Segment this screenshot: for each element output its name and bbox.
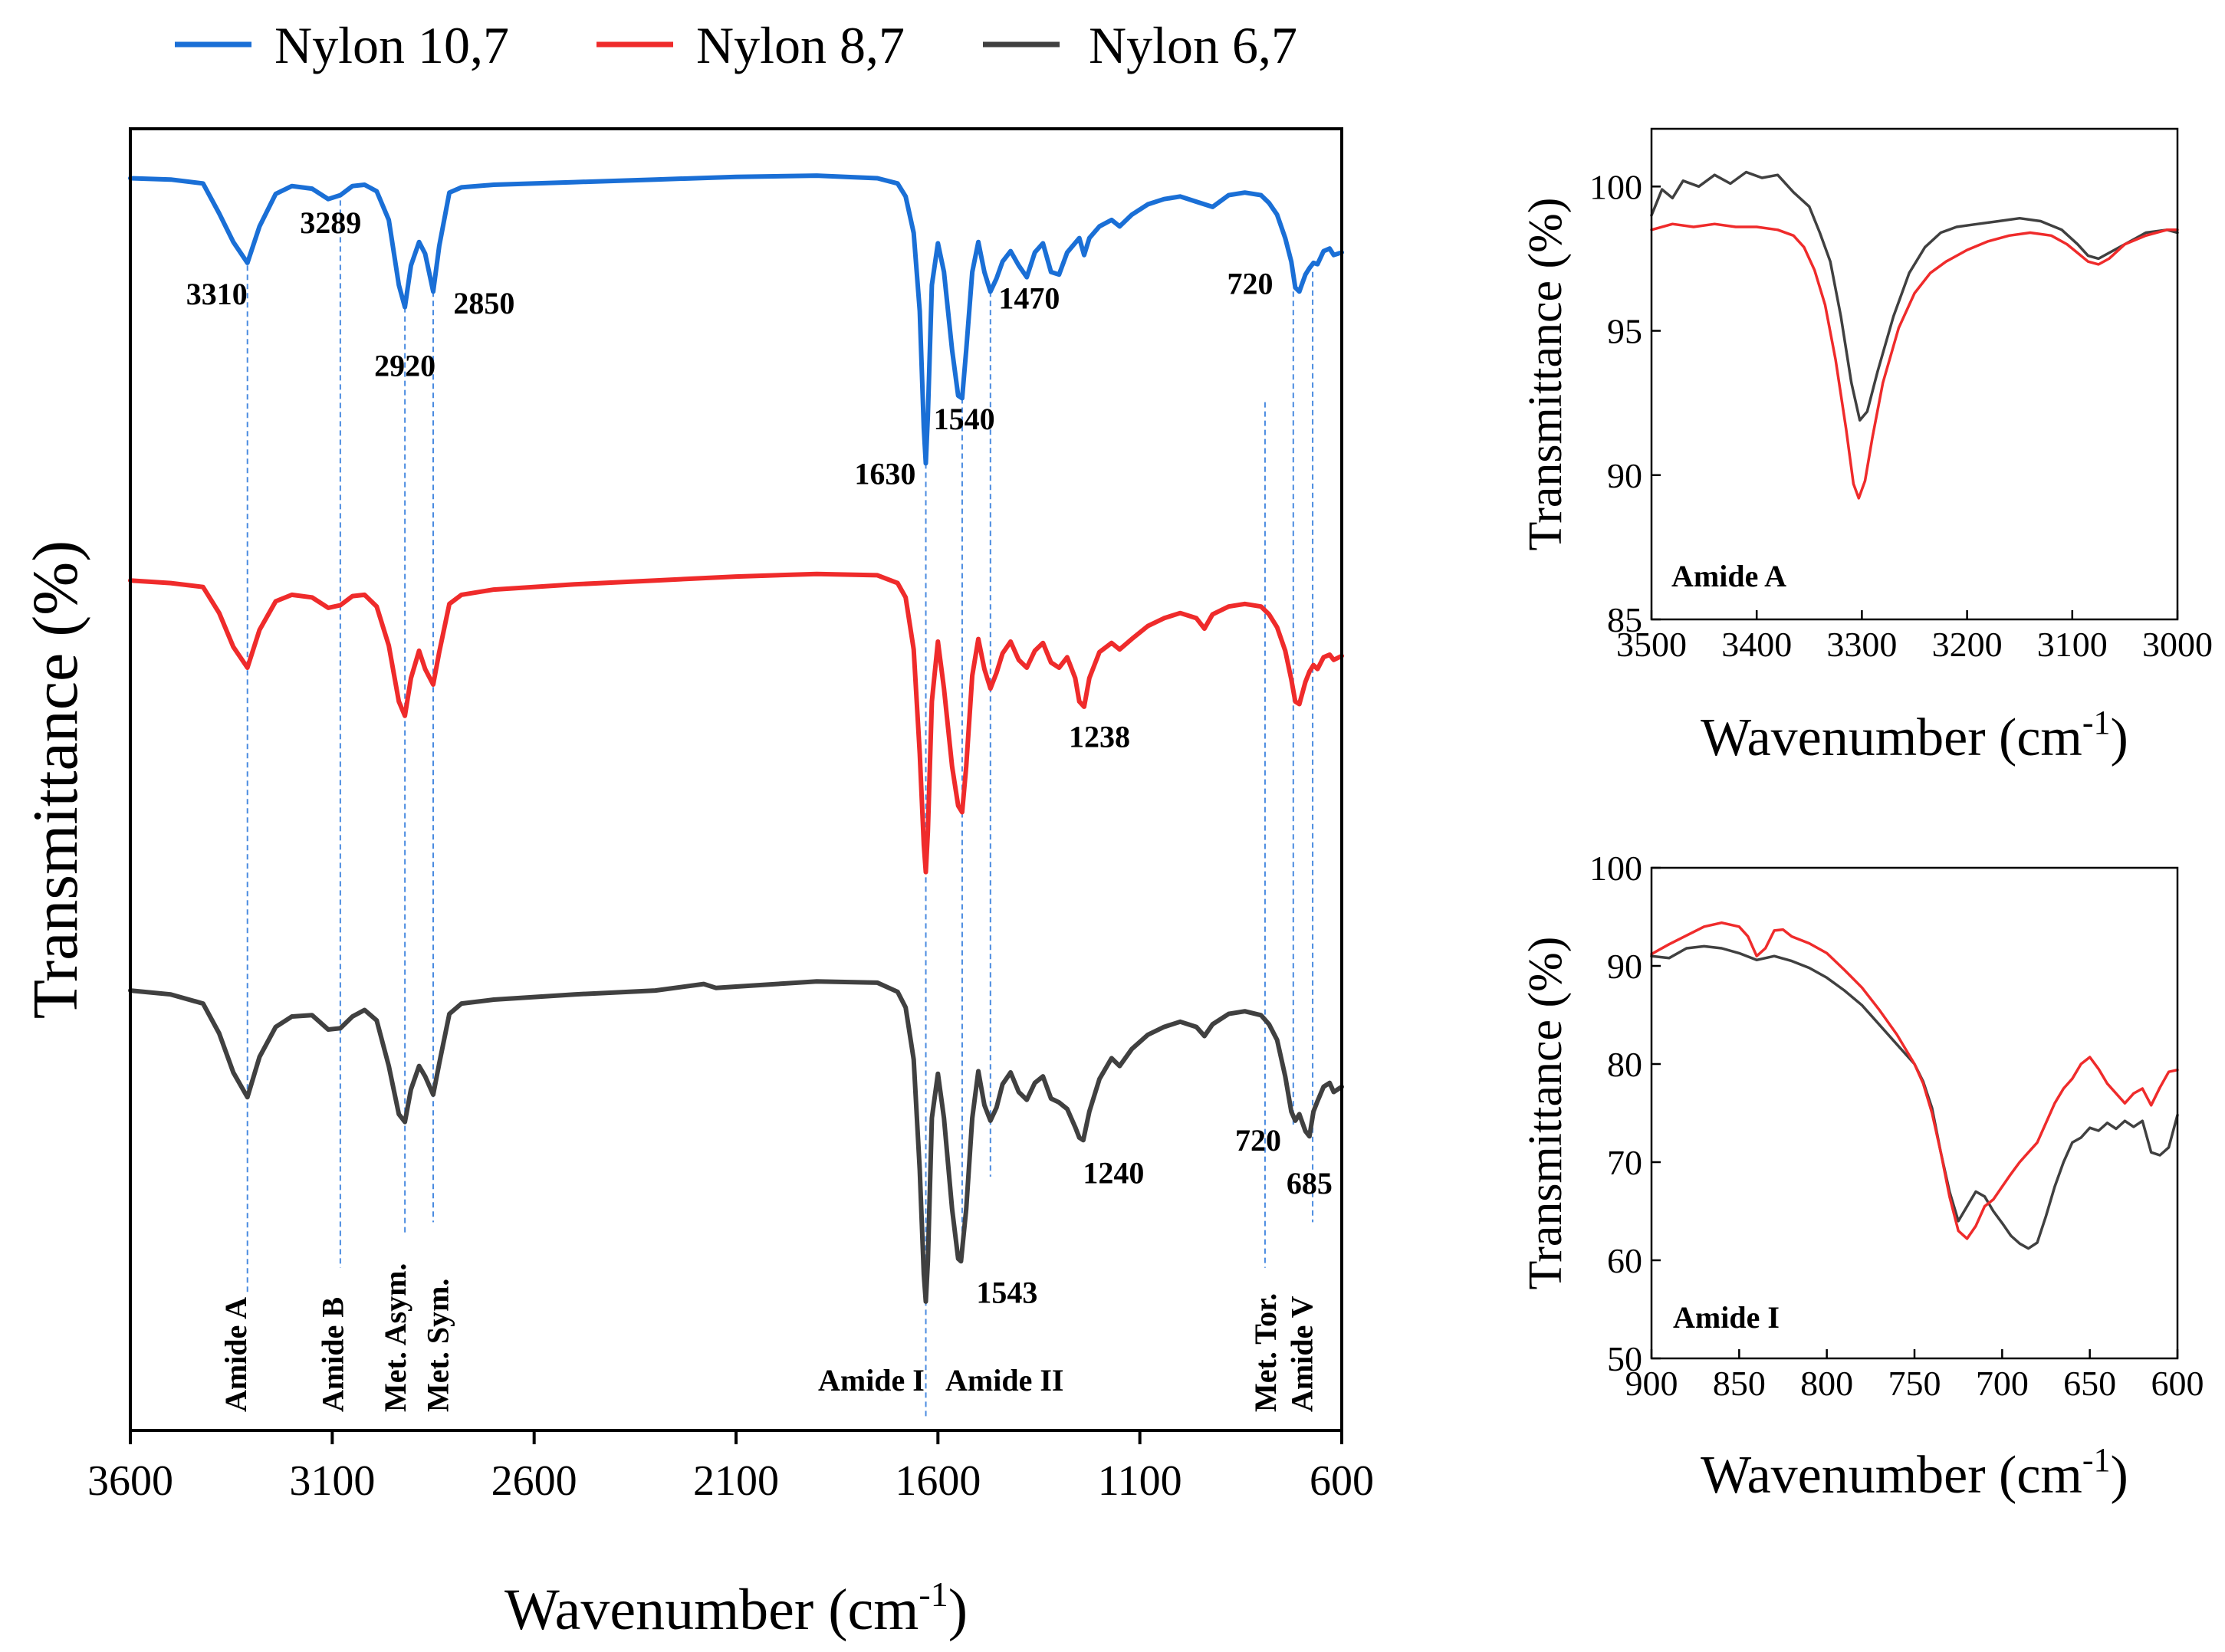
legend-label-nylon-6-7: Nylon 6,7 [1089,16,1297,74]
peak-label-1240: 1240 [1083,1155,1144,1190]
insetI-x-tick-label-800: 800 [1800,1364,1853,1403]
inset-amide-a-chart: 3500 3400 3300 3200 3100 3000 85 90 95 100 Amide… [1520,127,2213,767]
insetI-x-tick-label-700: 700 [1976,1364,2029,1403]
insetA-series-line-nylon-6-7 [1650,170,2179,422]
series-line-nylon-6-7 [128,979,1344,1304]
main-x-axis-label: Wavenumber (cm-1) [504,1575,968,1642]
insetI-y-tick-label-60: 60 [1607,1241,1642,1280]
inset-amide-a-x-ticks: 3500 3400 3300 3200 3100 3000 [1616,610,2213,664]
insetA-x-tick-label-3400: 3400 [1721,625,1792,664]
band-label-amide-ii: Amide II [945,1363,1063,1397]
legend: Nylon 10,7 Nylon 8,7 Nylon 6,7 [175,16,1297,74]
peak-label-1238: 1238 [1069,720,1130,754]
insetI-x-tick-label-850: 850 [1713,1364,1766,1403]
x-tick-label-2100: 2100 [693,1457,779,1505]
main-peak-labels: 3310 3289 2920 2850 1470 720 1540 1630 1238 1240 7… [186,205,1333,1310]
peak-label-2850: 2850 [453,286,514,320]
inset-amide-a-y-ticks: 85 90 95 100 [1589,167,1661,639]
main-chart: 3600 3100 2600 2100 1600 1100 600 3310 3289 2920… [20,127,1374,1642]
insetA-x-tick-label-3500: 3500 [1616,625,1687,664]
insetA-x-tick-label-3000: 3000 [2142,625,2213,664]
insetA-y-tick-label-95: 95 [1607,312,1642,351]
band-label-amide-b: Amide B [315,1297,350,1412]
x-tick-label-2600: 2600 [491,1457,577,1505]
insetI-series-line-nylon-8-7 [1650,921,2179,1240]
legend-label-nylon-8-7: Nylon 8,7 [696,16,905,74]
main-x-axis-label-close: ) [948,1578,968,1642]
inset-amide-i-x-axis-label-base: Wavenumber (cm [1701,1446,2082,1505]
main-y-axis-label: Transmittance (%) [20,540,91,1019]
band-label-amide-v: Amide V [1284,1296,1319,1412]
band-label-amide-a: Amide A [219,1297,253,1412]
legend-label-nylon-10-7: Nylon 10,7 [274,16,509,74]
inset-amide-i-x-axis-label: Wavenumber (cm-1) [1701,1441,2128,1505]
main-x-axis-label-exponent: -1 [919,1575,948,1614]
peak-label-720: 720 [1235,1123,1281,1158]
insetI-x-tick-label-600: 600 [2151,1364,2204,1403]
inset-amide-a-x-axis-label-close: ) [2111,708,2128,767]
inset-amide-i-chart: 900 850 800 750 700 650 600 50 60 70 80 90 100 Amid… [1520,849,2204,1505]
series-line-nylon-8-7 [128,571,1344,875]
inset-amide-i-frame [1650,866,2179,1360]
band-label-amide-i: Amide I [818,1363,925,1397]
peak-label-1543: 1543 [976,1276,1037,1310]
inset-amide-i-x-axis-label-close: ) [2111,1446,2128,1505]
peak-label-1540: 1540 [934,402,995,436]
insetI-y-tick-label-100: 100 [1589,849,1642,888]
inset-amide-a-x-axis-label-exponent: -1 [2082,704,2111,741]
x-tick-label-3100: 3100 [289,1457,375,1505]
x-tick-label-3600: 3600 [87,1457,173,1505]
peak-label-3310: 3310 [186,277,248,311]
peak-label-720: 720 [1227,267,1273,301]
peak-label-3289: 3289 [300,205,361,240]
insetI-x-tick-label-900: 900 [1625,1364,1678,1403]
peak-label-2920: 2920 [374,349,435,383]
inset-amide-i-y-ticks: 50 60 70 80 90 100 [1589,849,1661,1378]
insetA-y-tick-label-90: 90 [1607,456,1642,495]
insetA-y-tick-label-100: 100 [1589,167,1642,206]
inset-amide-a-x-axis-label: Wavenumber (cm-1) [1701,704,2128,767]
main-band-labels: Amide A Amide B Met. Asym. Met. Sym. Met. To… [219,1263,1319,1412]
main-x-axis-label-base: Wavenumber (cm [504,1578,919,1642]
legend-item-nylon-6-7: Nylon 6,7 [983,16,1297,74]
insetI-x-tick-label-750: 750 [1888,1364,1941,1403]
insetI-y-tick-label-50: 50 [1607,1339,1642,1378]
insetI-y-tick-label-70: 70 [1607,1143,1642,1182]
inset-amide-i-panel-label: Amide I [1673,1300,1780,1335]
band-label-met-asym: Met. Asym. [378,1263,412,1412]
band-label-met-sym: Met. Sym. [420,1279,455,1412]
insetA-series-line-nylon-8-7 [1650,222,2179,500]
inset-amide-a-series-group [1650,170,2179,500]
x-tick-label-1100: 1100 [1098,1457,1182,1505]
main-series-group [128,173,1344,1304]
insetA-x-tick-label-3200: 3200 [1932,625,2003,664]
insetI-y-tick-label-90: 90 [1607,947,1642,986]
insetA-y-tick-label-85: 85 [1607,600,1642,639]
peak-label-1470: 1470 [998,281,1060,315]
main-x-axis-ticks: 3600 3100 2600 2100 1600 1100 600 [87,1430,1374,1505]
inset-amide-i-x-axis-label-exponent: -1 [2082,1441,2111,1479]
inset-amide-a-panel-label: Amide A [1671,559,1786,593]
main-plot-frame [129,127,1343,1432]
insetI-series-line-nylon-6-7 [1650,944,2179,1250]
insetA-x-tick-label-3100: 3100 [2037,625,2108,664]
insetA-x-tick-label-3300: 3300 [1826,625,1897,664]
band-label-met-tor: Met. Tor. [1248,1293,1283,1412]
series-line-nylon-10-7 [128,173,1344,466]
inset-amide-a-x-axis-label-base: Wavenumber (cm [1701,708,2082,767]
x-tick-label-600: 600 [1310,1457,1374,1505]
inset-amide-i-x-ticks: 900 850 800 750 700 650 600 [1625,1349,2204,1403]
inset-amide-i-series-group [1650,921,2179,1250]
inset-amide-a-y-axis-label: Transmittance (%) [1520,198,1572,551]
inset-amide-a-frame [1650,127,2179,621]
peak-label-1630: 1630 [854,457,915,491]
legend-item-nylon-10-7: Nylon 10,7 [175,16,509,74]
inset-amide-i-y-axis-label: Transmittance (%) [1520,937,1572,1290]
legend-item-nylon-8-7: Nylon 8,7 [597,16,905,74]
x-tick-label-1600: 1600 [895,1457,981,1505]
insetI-x-tick-label-650: 650 [2063,1364,2116,1403]
peak-label-685: 685 [1287,1166,1333,1200]
insetI-y-tick-label-80: 80 [1607,1045,1642,1084]
